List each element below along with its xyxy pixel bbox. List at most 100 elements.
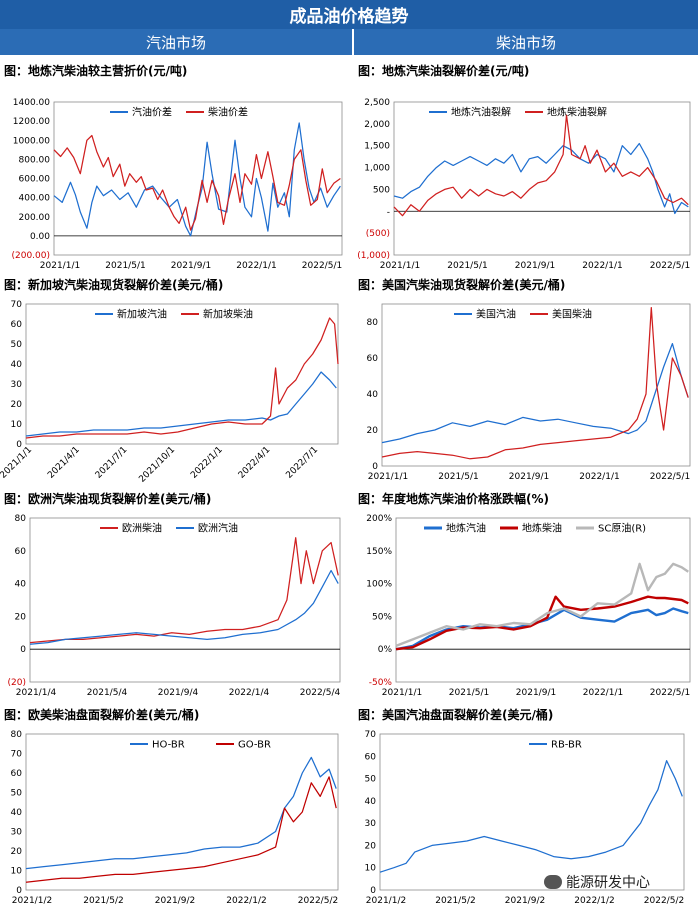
- plot-area: [395, 517, 691, 683]
- y-tick-label: 30: [11, 828, 23, 838]
- legend-label: 地炼汽油: [446, 522, 486, 535]
- y-tick-label: 60: [15, 547, 27, 557]
- legend-label: 新加坡汽油: [117, 308, 167, 321]
- y-tick-label: 40: [15, 580, 27, 590]
- chart-title: 图：美国汽柴油现货裂解价差(美元/桶): [358, 278, 566, 292]
- y-tick-label: (500): [366, 229, 390, 239]
- x-tick-label: 2021/1/1: [380, 261, 420, 271]
- chart-panel-us-spot-crack: 图：美国汽柴油现货裂解价差(美元/桶) 0 20 40 60 80 2021/1/1 202…: [354, 276, 698, 484]
- y-tick-label: 100%: [366, 580, 392, 590]
- y-tick-label: 40: [11, 360, 23, 370]
- x-tick-label: 2021/1/1: [0, 445, 34, 481]
- y-tick-label: (200.00): [11, 251, 50, 261]
- legend-label: 新加坡柴油: [203, 308, 253, 321]
- series-line: [53, 122, 341, 237]
- y-tick-label: 20: [367, 426, 379, 436]
- y-tick-label: 60: [365, 752, 377, 762]
- legend-label: RB-BR: [551, 740, 582, 751]
- y-tick-label: 800.00: [19, 155, 51, 165]
- x-tick-label: 2021/5/2: [435, 896, 475, 906]
- series-line: [393, 114, 689, 217]
- y-tick-label: 30: [11, 380, 23, 390]
- series-line: [25, 371, 337, 437]
- y-tick-label: 80: [367, 318, 379, 328]
- section-header-diesel: 柴油市场: [354, 29, 698, 55]
- y-tick-label: 150%: [366, 547, 392, 557]
- series-line: [379, 760, 683, 873]
- series-line: [25, 317, 339, 439]
- y-tick-label: 10: [365, 864, 377, 874]
- y-tick-label: 60: [11, 769, 23, 779]
- page-title: 成品油价格趋势: [0, 0, 698, 29]
- legend-label: HO-BR: [152, 740, 185, 751]
- x-tick-label: 2021/1/1: [368, 472, 408, 482]
- y-tick-label: 50: [11, 340, 23, 350]
- plot-area: [381, 303, 691, 467]
- x-tick-label: 2022/5/4: [300, 688, 341, 698]
- x-tick-label: 2021/9/2: [155, 896, 195, 906]
- series-line: [29, 537, 339, 644]
- x-tick-label: 2022/4/1: [237, 445, 273, 481]
- legend-label: GO-BR: [238, 740, 271, 751]
- y-tick-label: 0: [16, 886, 22, 896]
- chart-svg: (200.00) 0.00 200.00 400.00 600.00 800.00 1000…: [11, 98, 343, 271]
- series-line: [381, 306, 689, 460]
- x-tick-label: 2022/5/1: [650, 688, 690, 698]
- y-tick-label: (1,000): [357, 251, 390, 261]
- series-line: [29, 569, 339, 645]
- x-tick-label: 2022/1/1: [236, 261, 276, 271]
- plot-area: [379, 733, 685, 891]
- x-tick-label: 2021/7/1: [94, 445, 130, 481]
- y-tick-label: 500: [373, 185, 390, 195]
- wechat-icon: [544, 875, 562, 889]
- x-tick-label: 2021/1/1: [382, 688, 422, 698]
- plot-area: [53, 101, 343, 256]
- x-tick-label: 2022/1/1: [582, 261, 622, 271]
- y-tick-label: 0: [16, 440, 22, 450]
- y-tick-label: 50: [365, 775, 377, 785]
- y-tick-label: 200%: [366, 514, 392, 524]
- y-tick-label: 1,000: [364, 164, 390, 174]
- legend-label: 地炼柴油裂解: [547, 106, 607, 119]
- y-tick-label: 20: [15, 612, 27, 622]
- legend-label: 地炼柴油: [522, 522, 562, 535]
- series-line: [25, 776, 337, 883]
- y-tick-label: 40: [367, 390, 379, 400]
- x-tick-label: 2021/5/1: [438, 472, 478, 482]
- watermark: 能源研发中心: [544, 872, 650, 892]
- chart-title: 图：新加坡汽柴油现货裂解价差(美元/桶): [4, 278, 224, 292]
- section-header-gasoline: 汽油市场: [0, 29, 352, 55]
- chart-svg: (20) 0 20 40 60 80 2021/1/4 2021/5/4 2021/9/4 202…: [8, 514, 341, 698]
- chart-panel-us-gasoline-futures-crack: 图：美国汽油盘面裂解价差(美元/桶) 0 10 20 30 40 50 60 70 2021/1…: [354, 706, 698, 913]
- chart-svg: (1,000) (500) - 500 1,000 1,500 2,000 2,500 2021…: [357, 98, 691, 271]
- x-tick-label: 2021/5/2: [83, 896, 123, 906]
- legend-label: 汽油价差: [132, 106, 172, 119]
- y-tick-label: (20): [8, 678, 26, 688]
- legend-label: 地炼汽油裂解: [451, 106, 511, 119]
- y-tick-label: 50: [11, 789, 23, 799]
- x-tick-label: 2021/9/1: [509, 472, 549, 482]
- y-tick-label: 0.00: [30, 232, 50, 242]
- chart-svg: 0 10 20 30 40 50 60 70 2021/1/2 2021/5/2 2021/9/2 2…: [365, 730, 685, 906]
- x-tick-label: 2021/5/1: [105, 261, 145, 271]
- x-tick-label: 2021/9/2: [505, 896, 545, 906]
- x-tick-label: 2021/10/1: [137, 445, 177, 485]
- y-tick-label: 20: [11, 847, 23, 857]
- plot-area: [29, 517, 341, 683]
- chart-title: 图：美国汽油盘面裂解价差(美元/桶): [358, 708, 554, 722]
- plot-area: [393, 101, 691, 256]
- y-tick-label: -: [387, 207, 390, 217]
- y-tick-label: 0: [372, 462, 378, 472]
- legend-label: 欧洲汽油: [198, 522, 238, 535]
- x-tick-label: 2021/1/4: [16, 688, 57, 698]
- x-tick-label: 2022/1/4: [229, 688, 270, 698]
- x-tick-label: 2021/5/1: [447, 261, 487, 271]
- chart-title: 图：欧洲汽柴油现货裂解价差(美元/桶): [4, 492, 212, 506]
- y-tick-label: 1200.00: [13, 117, 50, 127]
- plot-area: [25, 733, 339, 891]
- series-line: [53, 134, 341, 231]
- x-tick-label: 2021/9/1: [516, 688, 556, 698]
- legend-label: 美国汽油: [476, 308, 516, 321]
- chart-title: 图：地炼汽柴油较主营折价(元/吨): [4, 64, 188, 78]
- x-tick-label: 2021/5/4: [87, 688, 128, 698]
